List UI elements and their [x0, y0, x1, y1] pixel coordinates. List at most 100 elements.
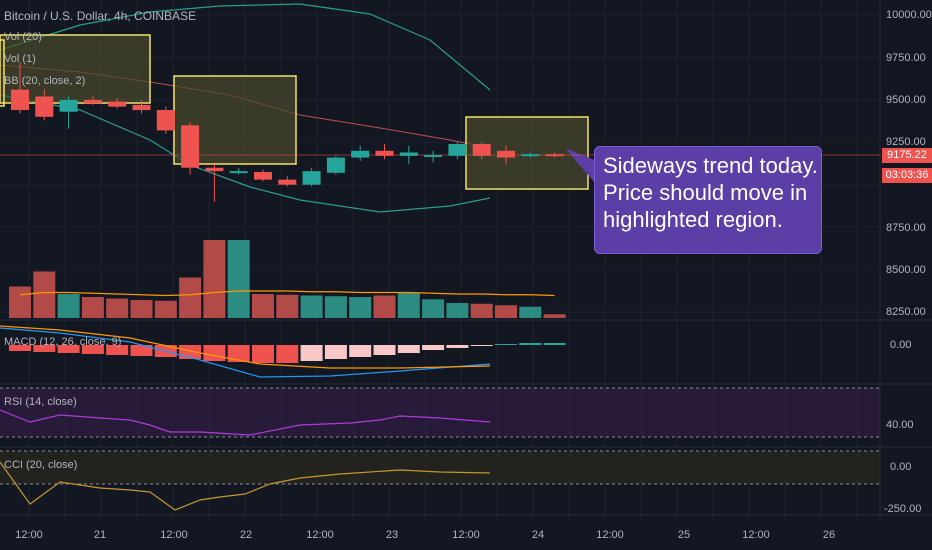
- time-tick: 23: [385, 529, 399, 541]
- volume-bar: [543, 314, 566, 318]
- macd-histogram-bar: [106, 345, 129, 355]
- macd-histogram-bar: [252, 345, 274, 363]
- volume-ma-line: [19, 290, 555, 297]
- annotation-line: Price should move in: [603, 180, 808, 205]
- callout-pointer: [565, 148, 595, 183]
- macd-tick: 0.00: [890, 339, 912, 351]
- cci-band: [0, 451, 880, 484]
- time-tick: 12:00: [15, 529, 43, 541]
- cci-tick: 0.00: [890, 461, 912, 473]
- candle-body: [278, 179, 297, 185]
- annotation-line: highlighted region.: [603, 207, 783, 232]
- candle-body: [59, 99, 78, 112]
- candle-body: [108, 101, 127, 107]
- macd-histogram-bar: [300, 345, 323, 361]
- price-tick: 8500.00: [886, 264, 926, 276]
- volume-bar: [9, 286, 31, 318]
- volume-bar: [300, 295, 323, 318]
- candle-body: [472, 143, 491, 156]
- candle-body: [424, 155, 443, 158]
- volume-bar: [495, 305, 517, 318]
- rsi-label[interactable]: RSI (14, close): [4, 396, 77, 408]
- candle-body: [497, 150, 515, 158]
- time-tick: 26: [822, 529, 836, 541]
- volume-bar: [203, 240, 226, 318]
- volume-bar: [276, 294, 299, 318]
- macd-histogram-bar: [57, 345, 80, 353]
- price-tick: 10000.00: [886, 9, 932, 21]
- candle-body: [181, 125, 200, 168]
- candle-body: [35, 96, 54, 117]
- candle-body: [156, 110, 175, 131]
- price-tick: 9750.00: [886, 52, 926, 64]
- macd-histogram-bar: [519, 343, 542, 345]
- volume-bar: [57, 294, 80, 318]
- highlight-box: [0, 39, 5, 107]
- price-tick: 8250.00: [886, 306, 926, 318]
- price-tick: 9500.00: [886, 94, 926, 106]
- volume-bar: [154, 300, 177, 318]
- time-tick: 12:00: [160, 529, 188, 541]
- current-price-tag: 9175.22: [882, 148, 932, 163]
- chart-title: Bitcoin / U.S. Dollar, 4h, COINBASE: [4, 9, 197, 23]
- macd-histogram-bar: [9, 345, 31, 351]
- bollinger-lower-band: [0, 94, 491, 213]
- cci-line: [0, 461, 491, 511]
- volume-bar: [227, 240, 250, 318]
- candle-body: [83, 99, 102, 104]
- volume-indicator-label[interactable]: Vol (1): [4, 53, 36, 65]
- candle-body: [399, 152, 418, 156]
- candle-body: [375, 150, 394, 156]
- volume-bar: [81, 297, 104, 318]
- price-tick: 8750.00: [886, 222, 926, 234]
- time-tick: 25: [677, 529, 691, 541]
- candle-body: [302, 171, 321, 185]
- volume-bar: [106, 298, 129, 318]
- macd-histogram-bar: [470, 345, 493, 346]
- cci-tick: -250.00: [884, 503, 922, 515]
- macd-histogram-bar: [446, 345, 469, 348]
- candle-body: [521, 154, 540, 157]
- macd-histogram-bar: [422, 345, 445, 350]
- time-tick: 21: [93, 529, 107, 541]
- volume-bar: [422, 299, 445, 318]
- candle-body: [448, 143, 467, 156]
- candle-body: [11, 89, 29, 111]
- candle-body: [326, 157, 345, 173]
- rsi-tick: 40.00: [886, 419, 914, 431]
- rsi-line: [0, 409, 491, 436]
- candle-body: [229, 171, 248, 174]
- time-tick: 24: [531, 529, 545, 541]
- volume-bar: [33, 271, 56, 318]
- macd-histogram-bar: [495, 344, 517, 345]
- volume-bar: [446, 303, 469, 318]
- volume-bar: [130, 300, 153, 318]
- candle-body: [351, 150, 370, 158]
- volume-bar: [470, 303, 493, 318]
- macd-label[interactable]: MACD (12, 26, close, 9): [4, 336, 122, 348]
- price-tick: 9250.00: [886, 136, 926, 148]
- candle-body: [132, 104, 151, 111]
- volume-bar: [397, 292, 420, 318]
- macd-histogram-bar: [81, 345, 104, 354]
- cci-label[interactable]: CCI (20, close): [4, 459, 78, 471]
- volume-bar: [324, 296, 347, 318]
- macd-histogram-bar: [33, 345, 56, 352]
- volume-bar: [179, 277, 202, 318]
- macd-histogram-bar: [324, 345, 347, 359]
- bollinger-indicator-label[interactable]: BB (20, close, 2): [4, 75, 86, 87]
- volume-bar: [252, 294, 274, 318]
- macd-histogram-bar: [203, 345, 226, 361]
- macd-histogram-bar: [397, 345, 420, 353]
- macd-histogram-bar: [227, 345, 250, 362]
- macd-histogram-bar: [373, 345, 396, 355]
- macd-line: [0, 327, 491, 378]
- candle-body: [545, 154, 564, 157]
- volume-indicator-label[interactable]: Vol (20): [4, 31, 42, 43]
- macd-histogram-bar: [130, 345, 153, 356]
- rsi-band: [0, 388, 880, 437]
- time-tick: 22: [239, 529, 253, 541]
- annotation-callout[interactable]: Sideways trend today. Price should move …: [594, 146, 822, 254]
- signal-line: [0, 325, 491, 369]
